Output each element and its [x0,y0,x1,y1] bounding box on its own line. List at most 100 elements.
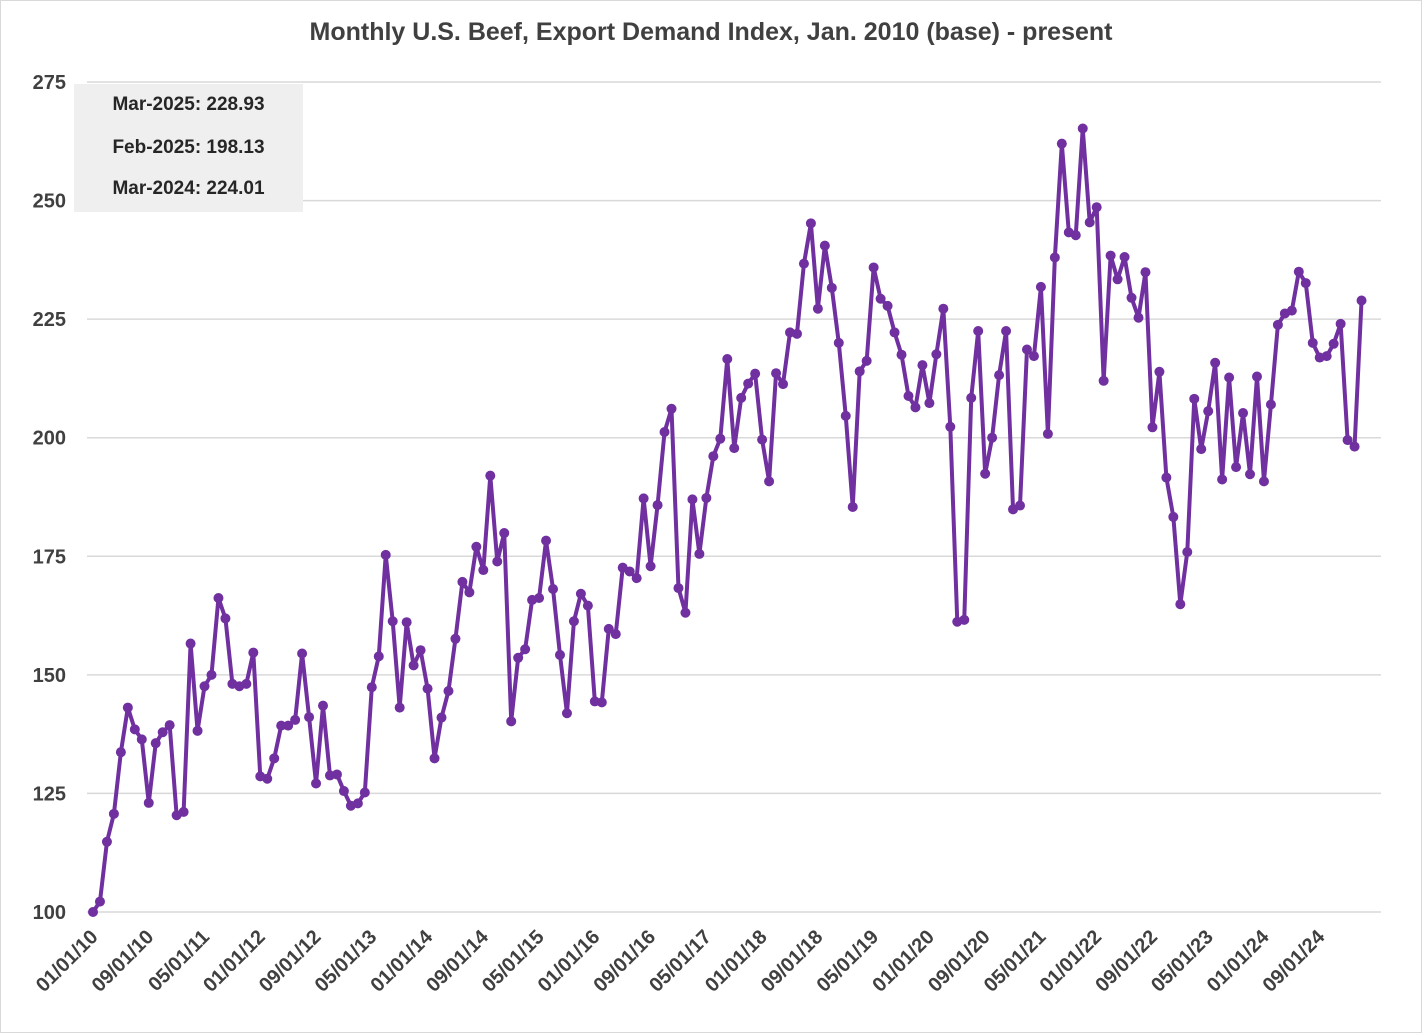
y-tick-label: 100 [33,902,66,924]
data-point [1119,252,1130,263]
y-axis-ticks: 100 125 150 175 200 225 250 275 [33,72,66,924]
data-point [875,293,886,304]
data-point [1238,408,1249,419]
data-point [1091,202,1102,213]
data-point [1245,469,1256,480]
data-point [673,583,684,594]
data-point [1349,441,1360,452]
data-point [1084,217,1095,228]
data-point [638,493,649,504]
data-point [1189,393,1200,404]
data-point [1042,428,1053,439]
data-point [1342,435,1353,446]
data-point [1328,338,1339,349]
chart-title: Monthly U.S. Beef, Export Demand Index, … [309,18,1113,46]
data-point [610,629,621,640]
data-point [457,576,468,587]
data-point [394,702,405,713]
data-point [1015,500,1026,511]
data-point [429,753,440,764]
data-point [352,798,363,809]
data-point [596,697,607,708]
data-point [1203,406,1214,417]
data-point [861,355,872,366]
data-point [840,410,851,421]
data-point [966,392,977,403]
data-point [924,398,935,409]
data-point [561,708,572,719]
data-point [115,747,126,758]
data-point [1251,371,1262,382]
data-point [213,593,224,604]
x-tick-label: 09/01/10 [88,926,159,997]
data-point [387,616,398,627]
data-point [422,683,433,694]
data-point [373,651,384,662]
annotation-previous-month: Feb-2025: 198.13 [112,137,265,158]
data-point [826,282,837,293]
data-point [506,716,517,727]
y-tick-label: 150 [33,665,66,687]
data-point [568,616,579,627]
data-point [771,368,782,379]
data-point [1307,337,1318,348]
data-point [847,501,858,512]
data-point [554,649,565,660]
data-point [764,476,775,487]
data-point [1293,266,1304,277]
data-point [1217,474,1228,485]
data-point [178,806,189,817]
data-point [868,262,879,273]
data-point [1140,267,1151,278]
data-point [513,652,524,663]
data-point [331,769,342,780]
y-tick-label: 125 [33,783,66,805]
data-point [889,327,900,338]
data-point [603,623,614,634]
data-point [492,556,503,567]
data-point [896,349,907,360]
annotation-latest: Mar-2025: 228.93 [112,94,265,115]
data-point [736,392,747,403]
data-point [318,700,329,711]
data-point [541,535,552,546]
data-point [1133,312,1144,323]
data-point [485,470,496,481]
data-point [1182,547,1193,558]
data-point [1175,599,1186,610]
data-point [143,797,154,808]
data-point [833,337,844,348]
data-point [645,561,656,572]
data-point [520,644,531,655]
data-point [311,778,322,789]
data-point [882,300,893,311]
data-point [150,738,161,749]
data-point [269,753,280,764]
data-point [471,541,482,552]
data-point [1056,138,1067,149]
data-point [1210,357,1221,368]
data-point [241,678,252,689]
data-point [1335,318,1346,329]
data-point [136,734,147,745]
data-point [220,613,231,624]
data-point [450,633,461,644]
data-point [304,712,315,723]
data-point [1265,399,1276,410]
y-tick-label: 200 [33,428,66,450]
y-tick-label: 275 [33,72,66,94]
data-point [1356,295,1367,306]
data-point [743,378,754,389]
data-point [164,720,175,731]
data-point [415,645,426,656]
data-point [276,720,287,731]
data-point [791,328,802,339]
data-point [722,353,733,364]
data-point [436,712,447,723]
data-point [575,588,586,599]
data-point [980,468,991,479]
data-points [88,123,1367,917]
data-point [680,607,691,618]
data-point [297,648,308,659]
